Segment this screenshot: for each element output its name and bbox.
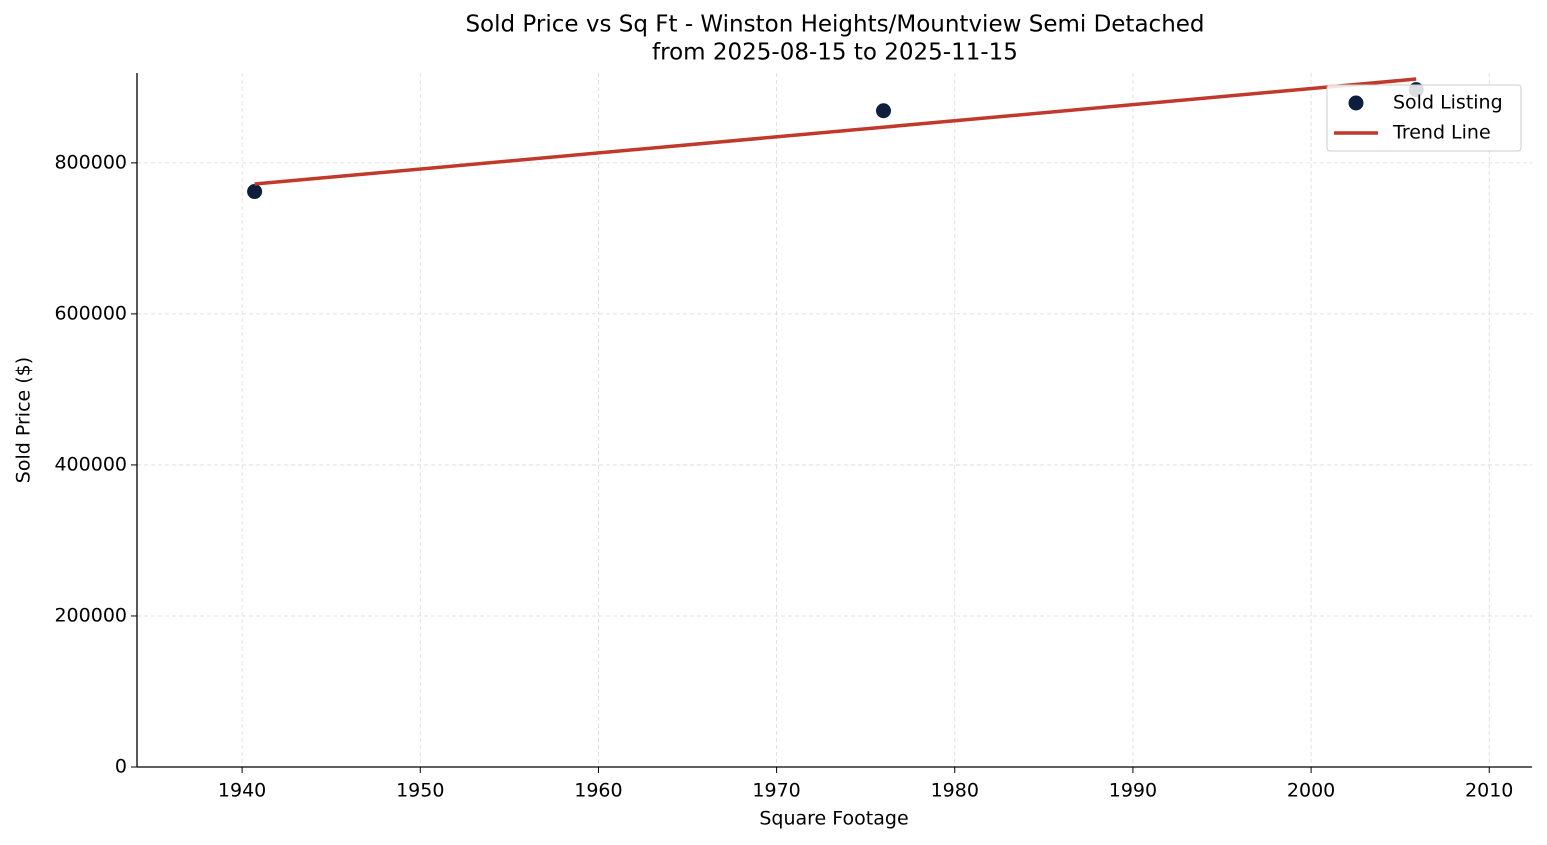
chart-subtitle: from 2025-08-15 to 2025-11-15 [652,40,1018,66]
point [247,184,263,200]
y-tick-label: 800000 [54,151,127,173]
point [875,103,891,119]
legend-label: Trend Line [1392,122,1491,144]
y-tick-label: 0 [115,756,127,778]
x-axis-label: Square Footage [759,808,908,830]
x-tick-label: 2000 [1287,780,1335,802]
x-tick-label: 1970 [752,780,800,802]
x-tick-label: 1960 [574,780,622,802]
trend-line [254,77,1417,186]
y-axis-label: Sold Price ($) [13,357,35,483]
x-tick-label: 2010 [1465,780,1513,802]
legend-marker [1348,95,1364,111]
legend-label: Sold Listing [1393,92,1503,114]
y-tick-label: 400000 [54,453,127,475]
y-tick-label: 200000 [54,604,127,626]
x-tick-label: 1950 [396,780,444,802]
x-tick-label: 1940 [218,780,266,802]
x-tick-label: 1990 [1109,780,1157,802]
chart-title: Sold Price vs Sq Ft - Winston Heights/Mo… [465,12,1204,38]
y-tick-label: 600000 [54,302,127,324]
x-tick-label: 1980 [931,780,979,802]
